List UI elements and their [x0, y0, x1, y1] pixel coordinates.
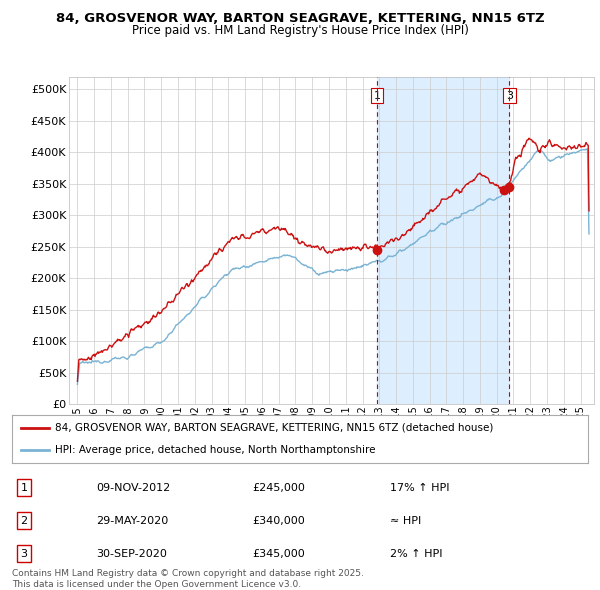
- Text: ≈ HPI: ≈ HPI: [390, 516, 421, 526]
- Text: Price paid vs. HM Land Registry's House Price Index (HPI): Price paid vs. HM Land Registry's House …: [131, 24, 469, 37]
- Text: 3: 3: [506, 91, 513, 100]
- Text: Contains HM Land Registry data © Crown copyright and database right 2025.
This d: Contains HM Land Registry data © Crown c…: [12, 569, 364, 589]
- Text: 84, GROSVENOR WAY, BARTON SEAGRAVE, KETTERING, NN15 6TZ (detached house): 84, GROSVENOR WAY, BARTON SEAGRAVE, KETT…: [55, 423, 494, 433]
- Text: 09-NOV-2012: 09-NOV-2012: [96, 483, 170, 493]
- Text: 1: 1: [373, 91, 380, 100]
- Text: 2: 2: [20, 516, 28, 526]
- Text: 1: 1: [20, 483, 28, 493]
- Text: 30-SEP-2020: 30-SEP-2020: [96, 549, 167, 559]
- Bar: [377, 77, 509, 404]
- Text: £345,000: £345,000: [252, 549, 305, 559]
- Text: HPI: Average price, detached house, North Northamptonshire: HPI: Average price, detached house, Nort…: [55, 445, 376, 455]
- Text: £245,000: £245,000: [252, 483, 305, 493]
- Text: 2% ↑ HPI: 2% ↑ HPI: [390, 549, 443, 559]
- Text: 29-MAY-2020: 29-MAY-2020: [96, 516, 168, 526]
- Text: 3: 3: [20, 549, 28, 559]
- Text: 17% ↑ HPI: 17% ↑ HPI: [390, 483, 449, 493]
- Text: 84, GROSVENOR WAY, BARTON SEAGRAVE, KETTERING, NN15 6TZ: 84, GROSVENOR WAY, BARTON SEAGRAVE, KETT…: [56, 12, 544, 25]
- Text: £340,000: £340,000: [252, 516, 305, 526]
